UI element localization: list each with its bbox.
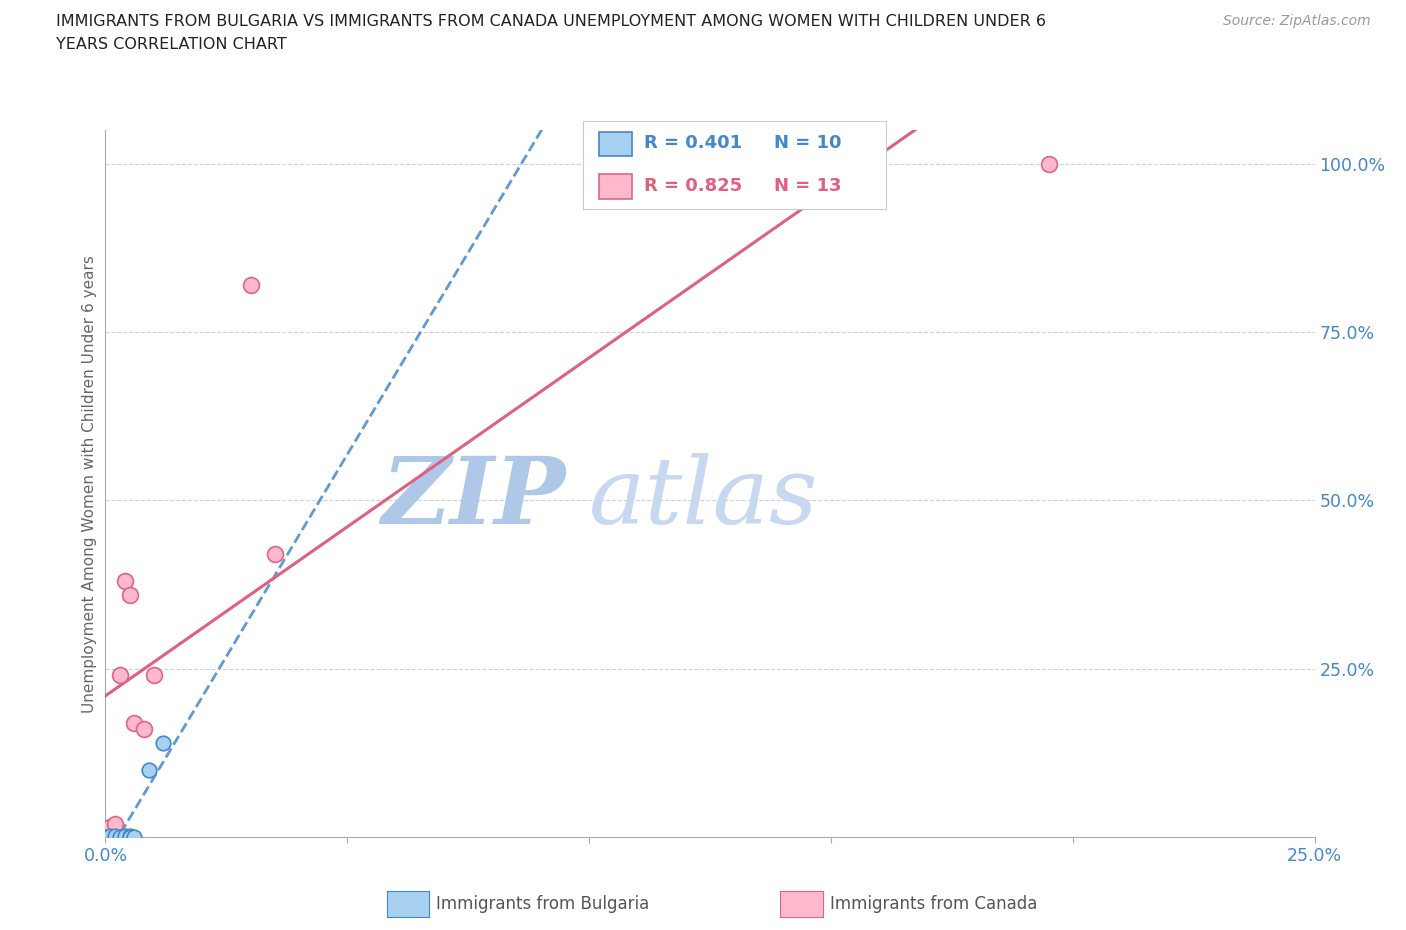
Point — [118, 829, 141, 844]
Point — [98, 819, 121, 834]
Point — [239, 277, 262, 292]
Bar — [599, 174, 631, 199]
Point — [94, 830, 117, 844]
Text: R = 0.401: R = 0.401 — [644, 135, 742, 153]
Point — [108, 668, 131, 683]
Text: YEARS CORRELATION CHART: YEARS CORRELATION CHART — [56, 37, 287, 52]
Point — [124, 715, 146, 730]
Point — [108, 830, 131, 844]
Text: Immigrants from Bulgaria: Immigrants from Bulgaria — [436, 895, 650, 913]
Point — [138, 763, 160, 777]
Text: IMMIGRANTS FROM BULGARIA VS IMMIGRANTS FROM CANADA UNEMPLOYMENT AMONG WOMEN WITH: IMMIGRANTS FROM BULGARIA VS IMMIGRANTS F… — [56, 14, 1046, 29]
Text: R = 0.825: R = 0.825 — [644, 178, 742, 195]
Bar — [599, 131, 631, 156]
Point — [134, 722, 156, 737]
Y-axis label: Unemployment Among Women with Children Under 6 years: Unemployment Among Women with Children U… — [82, 255, 97, 712]
Point — [104, 829, 127, 844]
Point — [114, 574, 136, 589]
Point — [124, 830, 146, 844]
Text: Immigrants from Canada: Immigrants from Canada — [830, 895, 1036, 913]
Point — [142, 668, 165, 683]
Point — [152, 736, 174, 751]
Point — [118, 587, 141, 602]
Point — [114, 829, 136, 844]
Text: N = 10: N = 10 — [773, 135, 841, 153]
Point — [1038, 156, 1060, 171]
Point — [104, 817, 127, 831]
Text: N = 13: N = 13 — [773, 178, 841, 195]
Text: Source: ZipAtlas.com: Source: ZipAtlas.com — [1223, 14, 1371, 28]
Text: ZIP: ZIP — [381, 453, 565, 543]
Point — [94, 826, 117, 841]
Point — [675, 156, 697, 171]
Text: atlas: atlas — [589, 453, 818, 543]
Point — [118, 830, 141, 844]
Point — [263, 547, 285, 562]
Point — [98, 829, 121, 844]
